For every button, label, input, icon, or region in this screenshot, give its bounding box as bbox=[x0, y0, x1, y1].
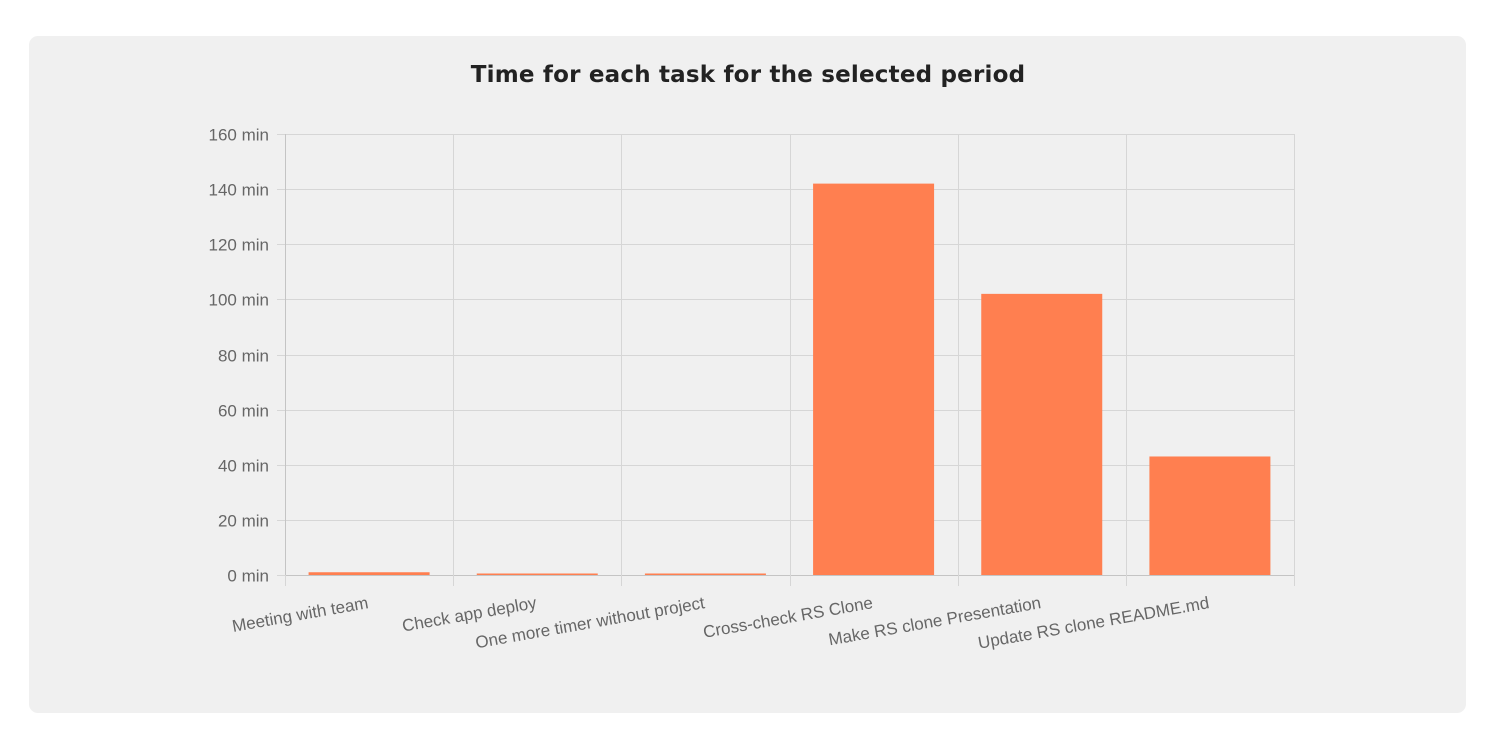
chart-title: Time for each task for the selected peri… bbox=[470, 62, 1026, 88]
y-tick-label: 40 min bbox=[218, 457, 269, 476]
y-tick-label: 20 min bbox=[218, 512, 269, 531]
y-tick-label: 0 min bbox=[227, 567, 269, 586]
y-tick-label: 120 min bbox=[209, 236, 269, 255]
chart-card bbox=[29, 36, 1466, 713]
bar[interactable] bbox=[308, 572, 430, 575]
y-tick-label: 140 min bbox=[209, 181, 269, 200]
y-axis-ticks: 0 min 20 min 40 min 60 min 80 min 100 min 120 … bbox=[209, 126, 269, 586]
bar[interactable] bbox=[1149, 456, 1271, 575]
y-tick-label: 80 min bbox=[218, 347, 269, 366]
bar[interactable] bbox=[476, 573, 598, 576]
bar[interactable] bbox=[813, 183, 935, 576]
bar[interactable] bbox=[644, 573, 766, 576]
y-tick-label: 100 min bbox=[209, 291, 269, 310]
x-tick-label: Meeting with team bbox=[231, 593, 370, 636]
bar[interactable] bbox=[981, 293, 1103, 575]
y-tick-label: 60 min bbox=[218, 402, 269, 421]
grid-lines bbox=[277, 134, 1295, 586]
y-tick-label: 160 min bbox=[209, 126, 269, 145]
bars bbox=[308, 183, 1271, 576]
